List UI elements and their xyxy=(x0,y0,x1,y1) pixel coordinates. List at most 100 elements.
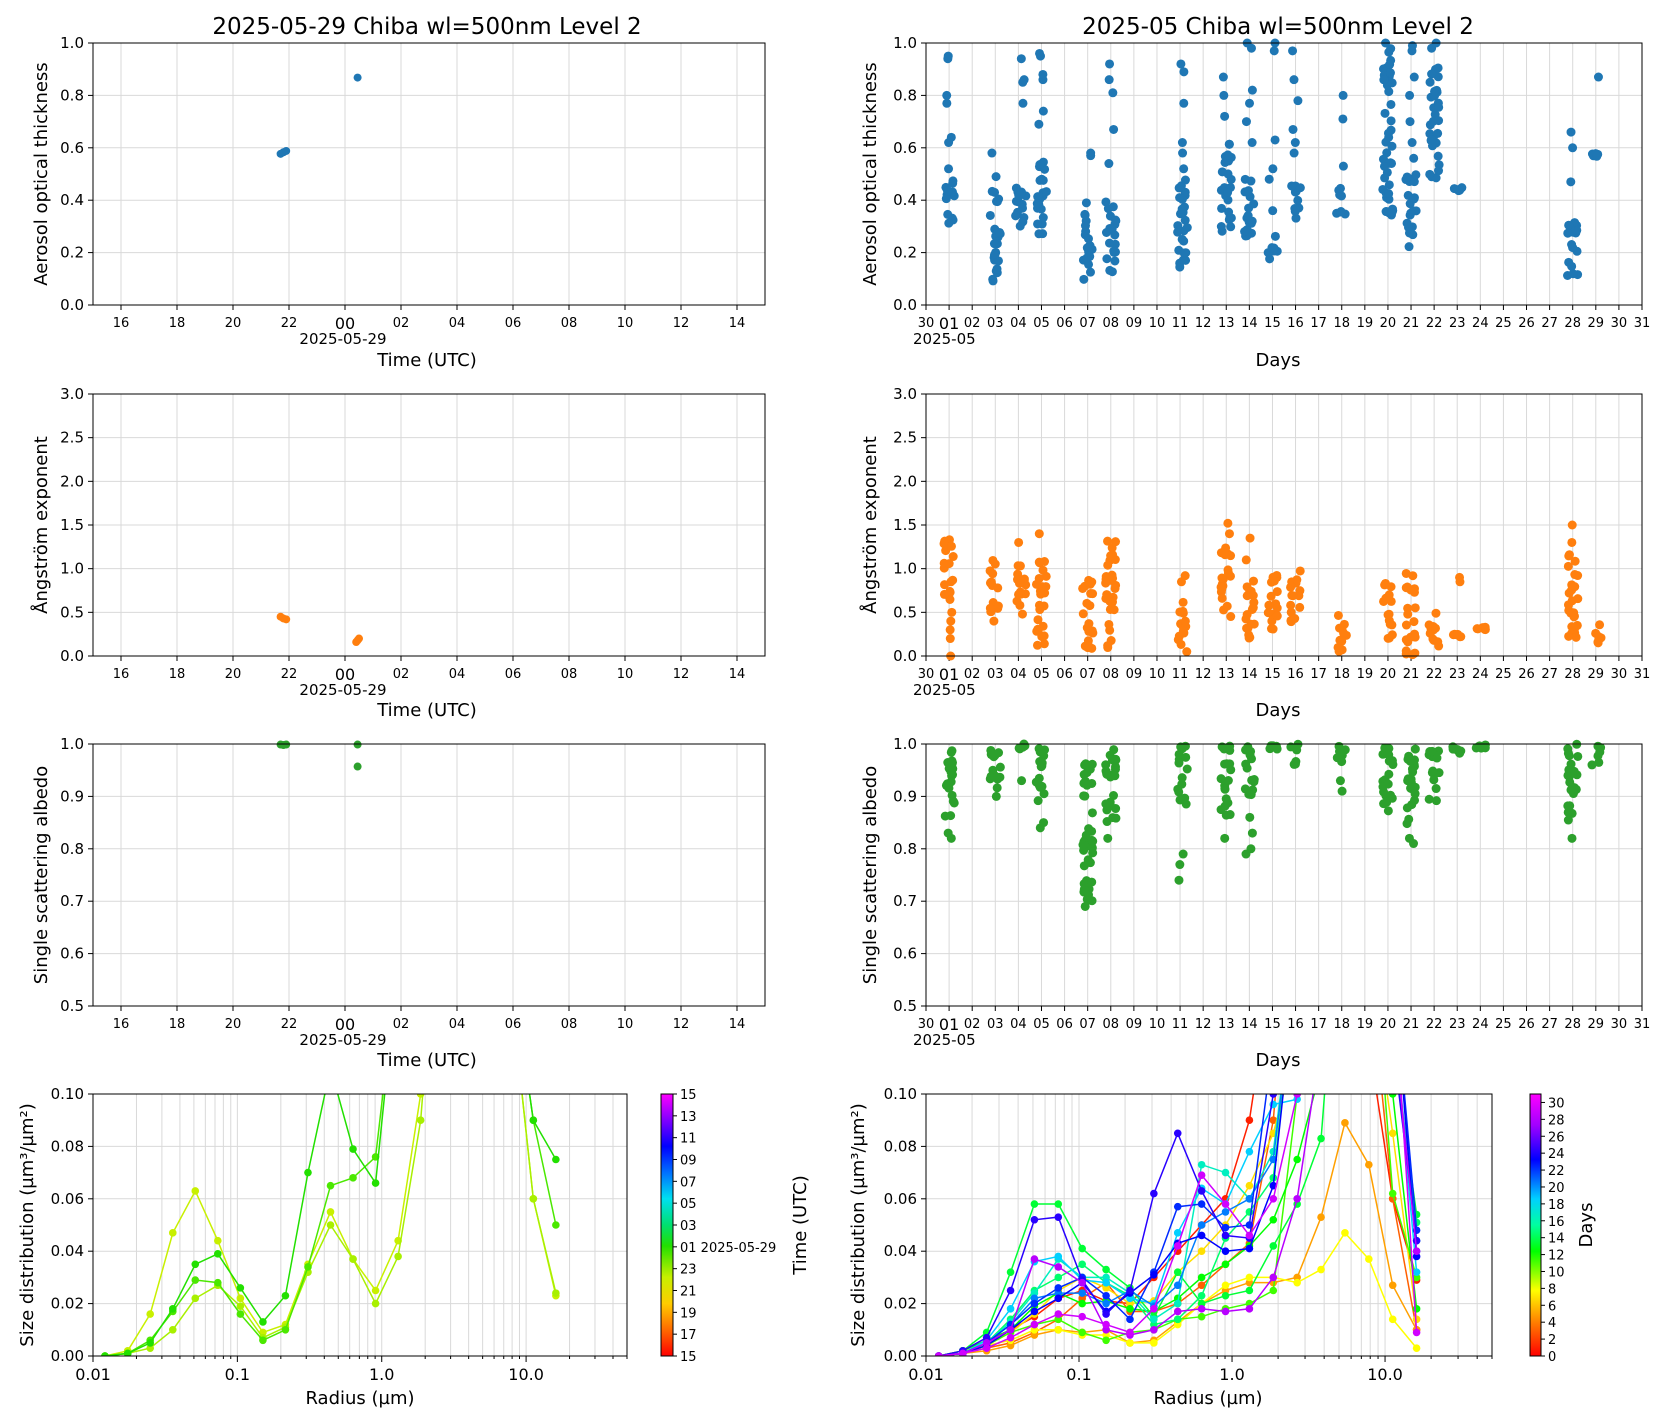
daily-aot-frame xyxy=(92,42,766,306)
monthly-aot-point xyxy=(1084,247,1094,257)
monthly-aot-point xyxy=(1038,229,1048,239)
monthly-angstrom-point xyxy=(1248,591,1258,601)
daily-aot-xtick-label: 00 xyxy=(335,314,355,333)
monthly-aot-xtick-label: 21 xyxy=(1403,316,1420,331)
monthly-aot-point xyxy=(943,51,953,61)
monthly-size-series-point xyxy=(1269,1273,1278,1282)
monthly-size-series-point xyxy=(1126,1294,1134,1303)
monthly-size-series-point xyxy=(1054,1315,1063,1324)
daily-size-series-point xyxy=(304,1263,312,1271)
monthly-aot-point xyxy=(1018,217,1028,227)
monthly-size-series-point xyxy=(1245,1116,1254,1124)
monthly-size-series-point xyxy=(1054,1213,1063,1221)
monthly-ssa-xtick-label: 09 xyxy=(1126,1017,1143,1032)
daily-aot-point xyxy=(353,73,362,82)
monthly-ssa-point xyxy=(1102,769,1112,779)
monthly-size-colorbar-tick-label: 0 xyxy=(1548,1350,1556,1365)
daily-angstrom-xtick-label: 06 xyxy=(505,667,522,682)
monthly-ssa-point xyxy=(1410,744,1420,754)
monthly-ssa-point xyxy=(1403,774,1413,784)
monthly-ssa-point xyxy=(947,746,957,756)
monthly-angstrom-point xyxy=(945,625,955,635)
daily-ssa-ytick-label: 0.5 xyxy=(60,997,84,1015)
monthly-aot-point xyxy=(1409,72,1419,82)
monthly-ssa-point xyxy=(1587,760,1597,770)
monthly-size-ytick-label: 0.08 xyxy=(884,1137,917,1155)
monthly-ssa-point xyxy=(1410,789,1420,799)
daily-size-series-point xyxy=(191,1294,200,1303)
daily-angstrom-xtick-label: 20 xyxy=(225,667,242,682)
monthly-angstrom-xtick-label: 06 xyxy=(1056,667,1073,682)
monthly-aot-point xyxy=(993,256,1003,266)
monthly-size-series-point xyxy=(1293,1155,1301,1164)
daily-angstrom-xtick-label: 22 xyxy=(281,667,298,682)
monthly-ssa-point xyxy=(1428,766,1438,776)
monthly-angstrom-point xyxy=(1217,593,1227,603)
monthly-size-xtick-label: 0.1 xyxy=(1066,1365,1091,1384)
daily-size-colorbar-tick-label: 19 xyxy=(680,1306,697,1321)
monthly-ssa-point xyxy=(991,791,1001,801)
monthly-angstrom-point xyxy=(1431,608,1441,618)
monthly-aot-point xyxy=(1247,138,1257,148)
daily-ssa-xtick-label: 10 xyxy=(617,1017,634,1032)
monthly-size-series-point xyxy=(1150,1189,1158,1198)
monthly-angstrom-point xyxy=(1103,536,1113,546)
monthly-size-series-point xyxy=(1293,1273,1301,1282)
monthly-angstrom-point xyxy=(1292,575,1302,585)
monthly-angstrom-xtick-label: 19 xyxy=(1357,667,1374,682)
monthly-ssa-xtick-label: 19 xyxy=(1357,1017,1374,1032)
monthly-aot-point xyxy=(1386,99,1396,109)
monthly-size-series-point xyxy=(1412,1273,1421,1282)
monthly-aot-point xyxy=(1218,72,1228,82)
monthly-aot-point xyxy=(1409,194,1419,204)
monthly-aot-point xyxy=(1290,138,1300,148)
monthly-ssa-panel: 30 01 02 03 04 05 06 07 08 09 10 11 12 13 14 15 16 17 18 19… xyxy=(893,735,1650,1034)
monthly-angstrom-point xyxy=(1567,520,1577,530)
monthly-ssa-ytick-label: 0.8 xyxy=(893,840,917,858)
daily-aot-xlabel: Time (UTC) xyxy=(376,350,477,371)
monthly-size-series-point xyxy=(1317,1213,1325,1221)
monthly-ssa-point xyxy=(1080,901,1090,911)
monthly-ssa-xtick-label: 16 xyxy=(1287,1017,1304,1032)
monthly-angstrom-point xyxy=(944,559,954,569)
monthly-aot-point xyxy=(1080,210,1090,220)
monthly-ssa-point xyxy=(1564,751,1574,761)
monthly-ssa-point xyxy=(1101,760,1111,770)
monthly-angstrom-xtick-label: 29 xyxy=(1588,667,1605,682)
monthly-angstrom-xtick-label: 08 xyxy=(1103,667,1120,682)
daily-size-series-point xyxy=(168,1229,177,1237)
monthly-size-series-point xyxy=(1412,1268,1421,1276)
monthly-ssa-point xyxy=(1177,773,1187,783)
monthly-angstrom-point xyxy=(939,539,949,549)
monthly-angstrom-point xyxy=(1222,601,1232,611)
daily-aot-xtick-label: 04 xyxy=(449,316,466,331)
monthly-angstrom-point xyxy=(1107,597,1117,607)
monthly-ssa-point xyxy=(1337,750,1347,760)
monthly-angstrom-point xyxy=(1173,635,1183,645)
monthly-ssa-point xyxy=(1174,749,1184,759)
monthly-aot-point xyxy=(1217,167,1227,177)
monthly-ssa-ytick-label: 1.0 xyxy=(893,735,917,753)
monthly-aot-point xyxy=(1083,234,1093,244)
monthly-aot-point xyxy=(1101,227,1111,237)
monthly-aot-point xyxy=(1180,215,1190,225)
monthly-aot-point xyxy=(1216,222,1226,232)
monthly-aot-xtick-label: 27 xyxy=(1541,316,1558,331)
monthly-size-colorbar-tick-label: 10 xyxy=(1548,1265,1565,1280)
monthly-ssa-point xyxy=(1182,764,1192,774)
monthly-aot-point xyxy=(1268,206,1278,216)
monthly-ssa-point xyxy=(1246,844,1256,854)
daily-ssa-ytick-label: 0.9 xyxy=(60,787,84,805)
monthly-aot-point xyxy=(1434,166,1444,176)
monthly-aot-point xyxy=(987,186,997,196)
monthly-ssa-xtick-label: 24 xyxy=(1472,1017,1489,1032)
monthly-angstrom-point xyxy=(1243,623,1253,633)
monthly-aot-xtick-label: 16 xyxy=(1287,316,1304,331)
monthly-angstrom-point xyxy=(1175,607,1185,617)
daily-ssa-point xyxy=(282,740,291,749)
monthly-aot-point xyxy=(1173,227,1183,237)
monthly-size-colorbar xyxy=(1529,1093,1542,1357)
monthly-ssa-xtick-label: 20 xyxy=(1380,1017,1397,1032)
monthly-aot-point xyxy=(1567,240,1577,250)
monthly-ssa-point xyxy=(1087,778,1097,788)
